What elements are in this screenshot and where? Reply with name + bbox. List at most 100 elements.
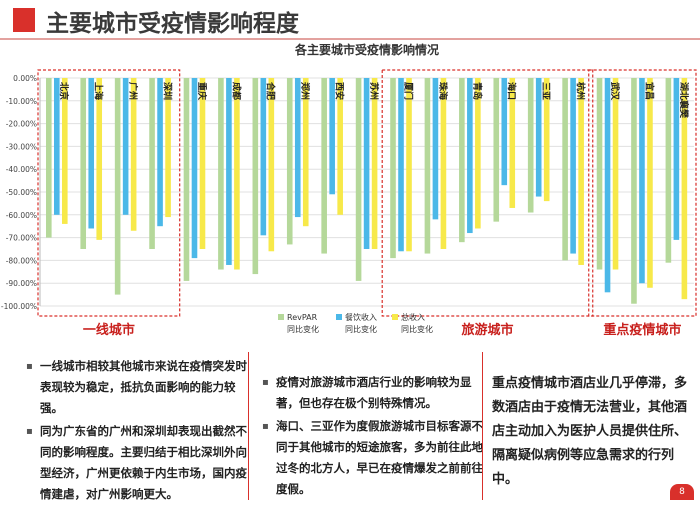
page-number: 8 (670, 484, 694, 500)
y-tick-label: -60.00% (6, 211, 37, 220)
y-tick-label: -50.00% (6, 188, 37, 197)
chart-title: 各主要城市受疫情影响情况 (294, 42, 439, 57)
bar-1-2 (96, 78, 103, 240)
title-accent-block (13, 8, 35, 32)
bar-6-2 (268, 78, 275, 252)
category-label: 海口 (506, 82, 518, 100)
bar-0-0 (46, 78, 52, 238)
bar-8-2 (337, 78, 343, 215)
bar-10-0 (390, 78, 396, 259)
category-label: 宜昌 (643, 82, 655, 100)
category-label: 湖北襄樊 (678, 82, 690, 119)
bar-18-1 (673, 78, 680, 240)
bar-5-2 (234, 78, 240, 270)
category-label: 上海 (93, 82, 105, 100)
y-tick-label: -90.00% (6, 279, 37, 288)
bar-5-1 (226, 78, 232, 265)
bar-4-1 (191, 78, 198, 259)
bar-8-0 (321, 78, 327, 254)
bar-15-1 (570, 78, 576, 254)
bar-1-1 (88, 78, 95, 229)
bar-8-1 (329, 78, 335, 195)
epidemic-analysis: 重点疫情城市酒店业几乎停滞，多数酒店由于疫情无法营业，其他酒店主动加入为医护人员… (492, 372, 692, 494)
group-frame (381, 69, 594, 317)
bar-2-0 (114, 78, 121, 295)
title-bar: 主要城市受疫情影响程度 (0, 0, 700, 40)
bar-1-0 (80, 78, 87, 249)
group-frame (588, 69, 697, 317)
bar-6-1 (260, 78, 267, 236)
bar-4-0 (183, 78, 190, 281)
legend-label: 总收入同比变化 (401, 312, 433, 334)
bar-17-1 (639, 78, 645, 284)
bar-18-0 (665, 78, 672, 263)
analysis-point: 同为广东省的广州和深圳却表现出截然不同的影响程度。主要归结于相比深圳外向型经济，… (24, 421, 256, 505)
bar-17-0 (631, 78, 637, 304)
category-label: 成都 (230, 82, 242, 100)
y-tick-label: -10.00% (6, 97, 37, 106)
bar-13-2 (509, 78, 516, 208)
bar-9-0 (355, 78, 362, 281)
bar-13-0 (493, 78, 500, 222)
category-label: 西安 (334, 82, 346, 100)
category-label: 珠海 (437, 82, 449, 100)
bar-12-1 (467, 78, 473, 234)
y-tick-label: -40.00% (6, 165, 37, 174)
legend-label: RevPAR 同比变化 (287, 313, 319, 334)
epidemic-list: 重点疫情城市酒店业几乎停滞，多数酒店由于疫情无法营业，其他酒店主动加入为医护人员… (492, 372, 692, 492)
first-tier-analysis: 一线城市相较其他城市来说在疫情突发时表现较为稳定，抵抗负面影响的能力较强。同为广… (24, 356, 256, 507)
bar-12-0 (459, 78, 465, 243)
bar-14-2 (543, 78, 550, 202)
bar-10-2 (406, 78, 412, 252)
y-tick-label: 0.00% (13, 74, 37, 83)
bar-18-2 (681, 78, 688, 300)
category-label: 青岛 (471, 82, 483, 100)
bar-3-0 (149, 78, 155, 249)
group-label: 一线城市 (83, 322, 135, 338)
legend-swatch (392, 314, 398, 320)
bar-0-1 (54, 78, 60, 215)
bar-7-0 (286, 78, 293, 245)
category-label: 合肥 (265, 82, 277, 100)
bar-6-0 (252, 78, 259, 275)
analysis-point: 疫情对旅游城市酒店行业的影响较为显著，但也存在极个别特殊情况。 (260, 372, 490, 414)
column-divider (482, 352, 483, 500)
legend-swatch (278, 314, 284, 320)
y-tick-label: -100.00% (1, 302, 37, 311)
category-label: 深圳 (161, 82, 173, 100)
bar-7-2 (302, 78, 309, 227)
category-label: 三亚 (540, 82, 551, 100)
legend-swatch (336, 314, 342, 320)
y-tick-label: -70.00% (6, 234, 37, 243)
tourism-list: 疫情对旅游城市酒店行业的影响较为显著，但也存在极个别特殊情况。海口、三亚作为度假… (260, 372, 490, 500)
bar-11-2 (440, 78, 447, 249)
y-tick-label: -20.00% (6, 120, 37, 129)
bar-15-0 (562, 78, 568, 261)
category-label: 苏州 (368, 82, 380, 100)
analysis-point: 海口、三亚作为度假旅游城市目标客源不同于其他城市的短途旅客，多为前往此地过冬的北… (260, 416, 490, 500)
bar-12-2 (475, 78, 481, 229)
bar-14-0 (527, 78, 534, 213)
bar-11-1 (432, 78, 439, 220)
category-label: 武汉 (609, 82, 621, 101)
bar-3-2 (165, 78, 171, 218)
category-label: 重庆 (196, 82, 208, 100)
impact-bar-chart: 各主要城市受疫情影响情况 0.00% -10.00% -20.00% -30.00% -4… (1, 42, 697, 338)
bar-14-1 (535, 78, 542, 197)
page-title: 主要城市受疫情影响程度 (46, 11, 299, 37)
bar-10-1 (398, 78, 404, 252)
category-label: 厦门 (402, 82, 414, 100)
group-label: 旅游城市 (461, 322, 513, 338)
column-divider (248, 352, 249, 500)
category-label: 杭州 (575, 82, 587, 100)
bar-3-1 (157, 78, 163, 227)
bar-4-2 (199, 78, 206, 249)
bar-2-1 (122, 78, 129, 215)
bar-7-1 (294, 78, 301, 218)
bar-9-2 (371, 78, 378, 249)
bar-2-2 (130, 78, 137, 231)
group-label: 重点疫情城市 (603, 322, 681, 338)
first-tier-list: 一线城市相较其他城市来说在疫情突发时表现较为稳定，抵抗负面影响的能力较强。同为广… (24, 356, 256, 505)
category-label: 北京 (58, 82, 70, 100)
category-label: 郑州 (299, 82, 311, 100)
